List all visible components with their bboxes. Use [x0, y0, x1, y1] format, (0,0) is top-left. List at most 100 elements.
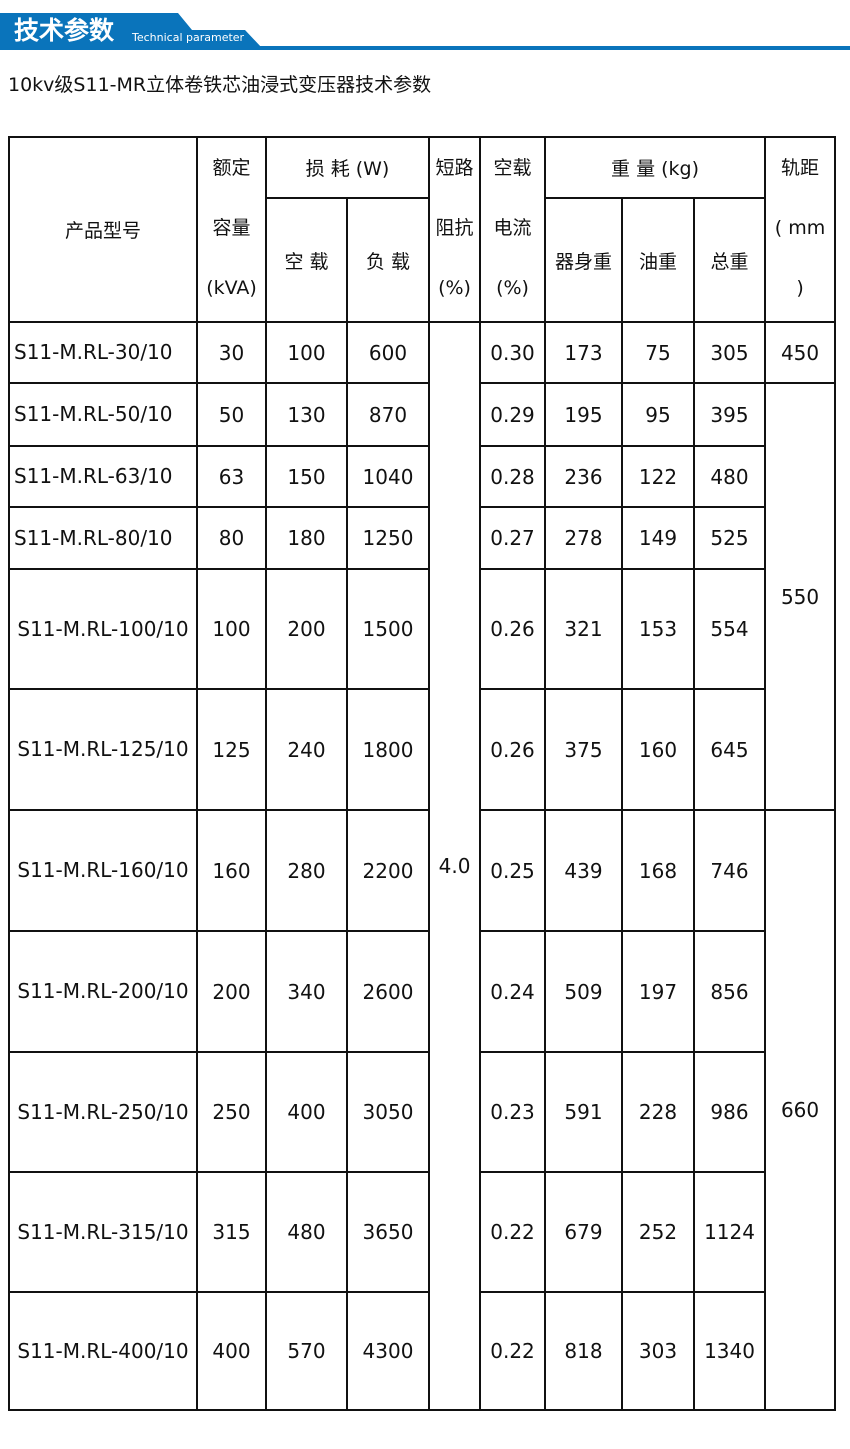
- cell-body-weight: 591: [544, 1051, 624, 1173]
- cell-noload-current: 0.22: [479, 1171, 547, 1293]
- cell-noload-loss: 150: [265, 445, 348, 508]
- cell-model: S11-M.RL-160/10: [8, 809, 198, 932]
- page-title: 10kv级S11-MR立体卷铁芯油浸式变压器技术参数: [8, 74, 432, 96]
- cell-noload-loss: 240: [265, 688, 348, 811]
- cell-noload-current: 0.25: [479, 809, 547, 932]
- cell-load-loss: 4300: [345, 1291, 431, 1411]
- cell-load-loss: 870: [345, 382, 431, 447]
- header-impedance-l1: 短路: [435, 157, 474, 179]
- cell-oil-weight: 252: [621, 1171, 696, 1293]
- cell-capacity: 250: [196, 1051, 267, 1173]
- cell-gauge: 660: [764, 809, 837, 1411]
- header-weight-oil: 油重: [621, 197, 696, 323]
- section-subtitle: Technical parameter: [132, 31, 245, 44]
- cell-total-weight: 986: [693, 1051, 767, 1173]
- cell-capacity: 100: [196, 568, 267, 690]
- header-gauge-l3: ): [796, 277, 804, 299]
- table-row: S11-M.RL-50/10 50 130 870 0.29 195 95 395 550: [8, 382, 837, 811]
- cell-noload-current: 0.22: [479, 1291, 547, 1411]
- header-loss: 损 耗 (W): [264, 136, 431, 199]
- cell-total-weight: 554: [693, 568, 767, 690]
- cell-load-loss: 1250: [345, 506, 431, 570]
- cell-noload-loss: 400: [265, 1051, 348, 1173]
- cell-oil-weight: 303: [621, 1291, 696, 1411]
- banner-divider: [0, 46, 850, 50]
- spec-table: 产品型号 额定 容量 (kVA) 损 耗 (W) 短路 阻抗 (%) 空载 电流 (%) 重…: [8, 136, 837, 1411]
- cell-load-loss: 1800: [345, 688, 431, 811]
- cell-noload-loss: 130: [265, 382, 348, 447]
- header-current-l1: 空载: [493, 157, 532, 179]
- cell-capacity: 400: [196, 1291, 267, 1411]
- cell-noload-current: 0.26: [479, 688, 547, 811]
- cell-load-loss: 1500: [345, 568, 431, 690]
- table-row: S11-M.RL-160/10 160 280 2200 0.25 439 168 746 66…: [8, 809, 837, 1411]
- header-weight-body: 器身重: [544, 197, 624, 323]
- cell-model: S11-M.RL-50/10: [8, 382, 198, 447]
- cell-noload-current: 0.24: [479, 930, 547, 1053]
- cell-total-weight: 1340: [693, 1291, 767, 1411]
- cell-load-loss: 3050: [345, 1051, 431, 1173]
- cell-oil-weight: 95: [621, 382, 696, 447]
- table-row: S11-M.RL-400/10 400 570 4300 0.22 818 303 1340: [8, 1291, 835, 1411]
- cell-noload-loss: 480: [265, 1171, 348, 1293]
- cell-total-weight: 480: [693, 445, 767, 508]
- cell-noload-current: 0.28: [479, 445, 547, 508]
- cell-total-weight: 856: [693, 930, 767, 1053]
- cell-oil-weight: 197: [621, 930, 696, 1053]
- cell-model: S11-M.RL-30/10: [8, 321, 198, 384]
- cell-noload-current: 0.26: [479, 568, 547, 690]
- table-row: S11-M.RL-250/10 250 400 3050 0.23 591 228 986: [8, 1051, 835, 1173]
- cell-model: S11-M.RL-250/10: [8, 1051, 198, 1173]
- cell-noload-current: 0.27: [479, 506, 547, 570]
- cell-oil-weight: 75: [621, 321, 696, 384]
- header-weight: 重 量 (kg): [544, 136, 767, 199]
- header-gauge: 轨距 ( mm): [764, 136, 837, 323]
- cell-body-weight: 173: [544, 321, 624, 384]
- cell-capacity: 125: [196, 688, 267, 811]
- cell-body-weight: 375: [544, 688, 624, 811]
- table-row: S11-M.RL-80/10 80 180 1250 0.27 278 149 525: [8, 506, 835, 570]
- header-current-l2: 电流: [493, 217, 532, 239]
- cell-noload-loss: 100: [265, 321, 348, 384]
- header-capacity: 额定 容量 (kVA): [196, 136, 267, 323]
- cell-capacity: 315: [196, 1171, 267, 1293]
- cell-capacity: 50: [196, 382, 267, 447]
- cell-total-weight: 1124: [693, 1171, 767, 1293]
- cell-total-weight: 525: [693, 506, 767, 570]
- cell-oil-weight: 160: [621, 688, 696, 811]
- cell-model: S11-M.RL-80/10: [8, 506, 198, 570]
- cell-oil-weight: 153: [621, 568, 696, 690]
- cell-load-loss: 600: [345, 321, 431, 384]
- cell-model: S11-M.RL-315/10: [8, 1171, 198, 1293]
- table-row: S11-M.RL-200/10 200 340 2600 0.24 509 197 856: [8, 930, 835, 1053]
- cell-model: S11-M.RL-400/10: [8, 1291, 198, 1411]
- cell-model: S11-M.RL-63/10: [8, 445, 198, 508]
- header-loss-load: 负 载: [345, 197, 431, 323]
- cell-noload-loss: 340: [265, 930, 348, 1053]
- table-row: S11-M.RL-63/10 63 150 1040 0.28 236 122 480: [8, 445, 835, 508]
- cell-oil-weight: 228: [621, 1051, 696, 1173]
- cell-capacity: 160: [196, 809, 267, 932]
- header-weight-total: 总重: [693, 197, 767, 323]
- cell-body-weight: 679: [544, 1171, 624, 1293]
- header-current-l3: (%): [496, 277, 529, 299]
- header-current: 空载电流 (%): [479, 136, 547, 323]
- cell-body-weight: 278: [544, 506, 624, 570]
- cell-total-weight: 305: [693, 321, 767, 384]
- cell-oil-weight: 122: [621, 445, 696, 508]
- cell-gauge: 450: [764, 321, 837, 384]
- cell-capacity: 200: [196, 930, 267, 1053]
- cell-total-weight: 395: [693, 382, 767, 447]
- cell-capacity: 30: [196, 321, 267, 384]
- cell-body-weight: 195: [544, 382, 624, 447]
- header-gauge-l2: ( mm: [774, 217, 826, 239]
- cell-oil-weight: 168: [621, 809, 696, 932]
- cell-load-loss: 1040: [345, 445, 431, 508]
- cell-total-weight: 645: [693, 688, 767, 811]
- cell-noload-loss: 570: [265, 1291, 348, 1411]
- cell-noload-loss: 180: [265, 506, 348, 570]
- cell-noload-loss: 200: [265, 568, 348, 690]
- cell-capacity: 63: [196, 445, 267, 508]
- cell-body-weight: 321: [544, 568, 624, 690]
- cell-load-loss: 2600: [345, 930, 431, 1053]
